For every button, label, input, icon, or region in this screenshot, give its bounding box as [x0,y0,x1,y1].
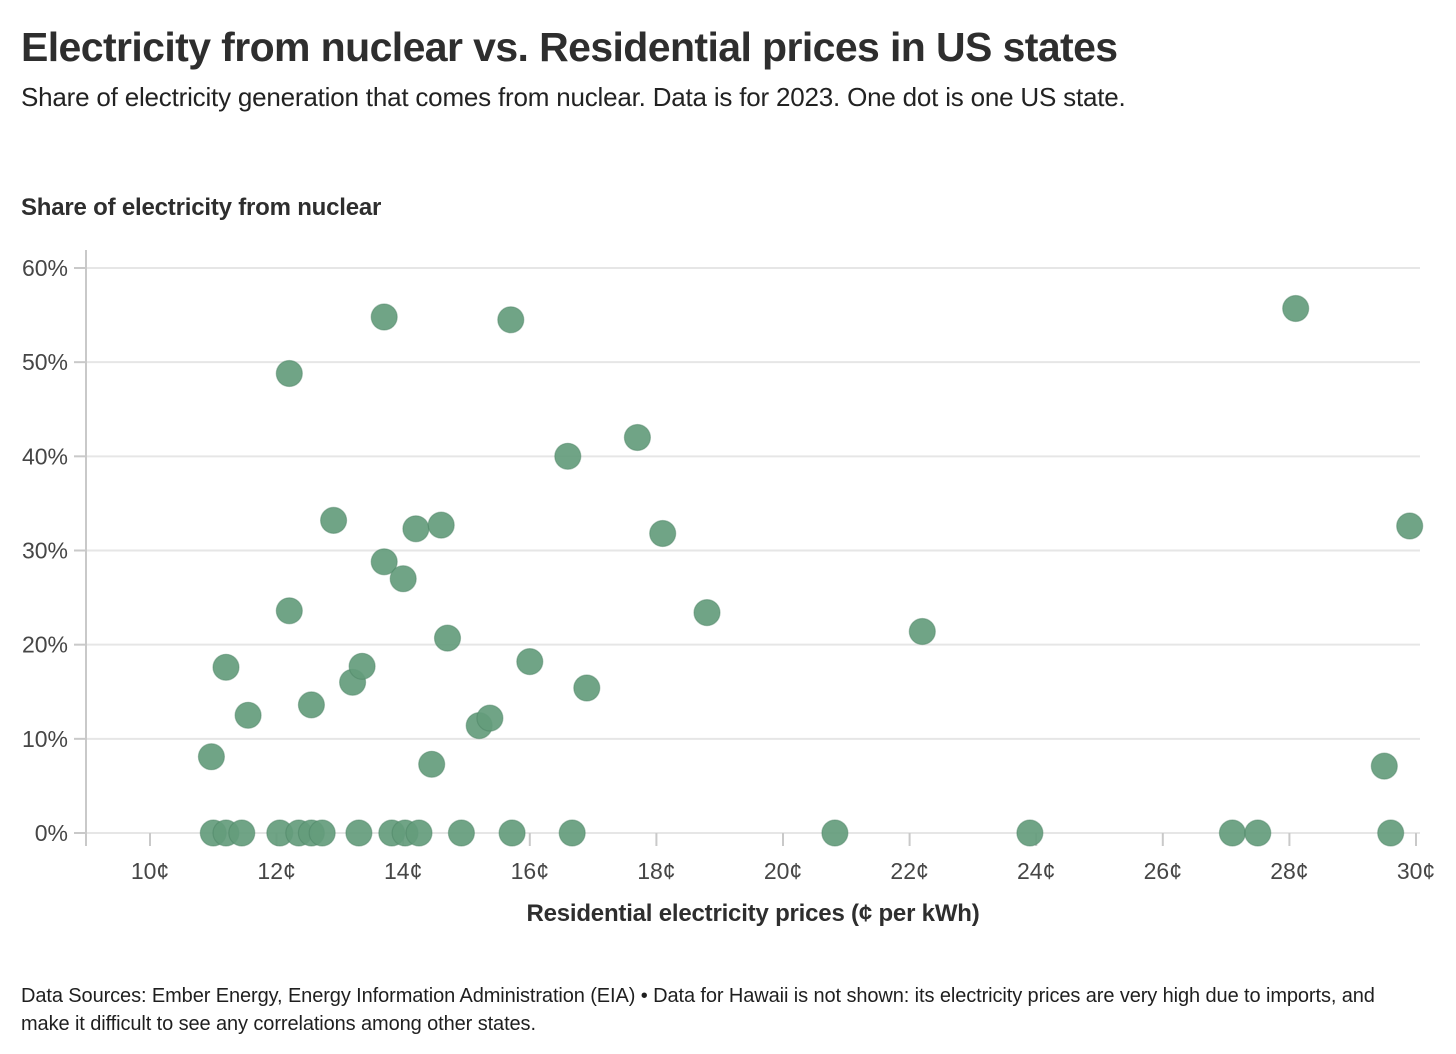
data-point [447,819,475,847]
data-point [623,423,652,452]
data-point [497,306,525,334]
data-point [1016,819,1044,847]
data-point [573,674,601,702]
chart-title: Electricity from nuclear vs. Residential… [21,24,1118,70]
data-point [228,819,256,847]
data-point [197,743,225,771]
x-axis-title: Residential electricity prices (¢ per kW… [526,900,980,927]
x-tick-label: 10¢ [131,858,169,884]
data-point [402,515,430,543]
x-tick-label: 30¢ [1397,858,1435,884]
x-tick-label: 22¢ [890,858,928,884]
data-point [348,652,376,680]
data-point [345,819,373,847]
data-point [370,303,398,331]
x-tick-label: 28¢ [1270,858,1308,884]
x-tick-label: 24¢ [1017,858,1055,884]
data-point [418,750,446,778]
data-point [308,819,336,847]
data-point [234,701,262,729]
data-point [558,819,586,847]
data-point [212,653,240,681]
data-point [1396,512,1424,540]
y-tick-label: 20% [22,632,68,658]
data-point [275,597,303,625]
data-point [320,506,348,535]
data-point [649,519,677,548]
data-point [498,819,526,847]
y-axis-title: Share of electricity from nuclear [21,194,382,221]
data-point [1377,819,1405,847]
data-point [433,624,462,652]
data-point [554,442,582,470]
data-point [476,704,504,732]
data-point [275,359,303,388]
y-tick-label: 0% [35,820,68,846]
y-tick-label: 40% [22,443,68,469]
y-tick-label: 60% [22,255,68,281]
data-point [389,565,417,593]
source-note: Data Sources: Ember Energy, Energy Infor… [21,985,1375,1035]
data-point [297,691,325,719]
data-point [1244,819,1272,847]
chart-subtitle: Share of electricity generation that com… [21,82,1126,112]
x-tick-label: 14¢ [384,858,422,884]
data-point [1282,294,1310,323]
data-point [908,617,936,646]
y-tick-label: 30% [22,537,68,563]
y-tick-label: 50% [22,349,68,375]
data-point [370,548,398,576]
x-tick-label: 18¢ [637,858,675,884]
data-point [821,819,849,847]
data-point [693,598,721,627]
x-tick-label: 26¢ [1144,858,1182,884]
y-tick-label: 10% [22,726,68,752]
x-tick-label: 12¢ [257,858,295,884]
data-point [427,511,455,539]
x-tick-label: 16¢ [511,858,549,884]
data-point [405,819,433,847]
x-tick-label: 20¢ [764,858,802,884]
data-point [1218,819,1247,847]
data-point [1370,752,1398,780]
data-point [516,647,544,676]
